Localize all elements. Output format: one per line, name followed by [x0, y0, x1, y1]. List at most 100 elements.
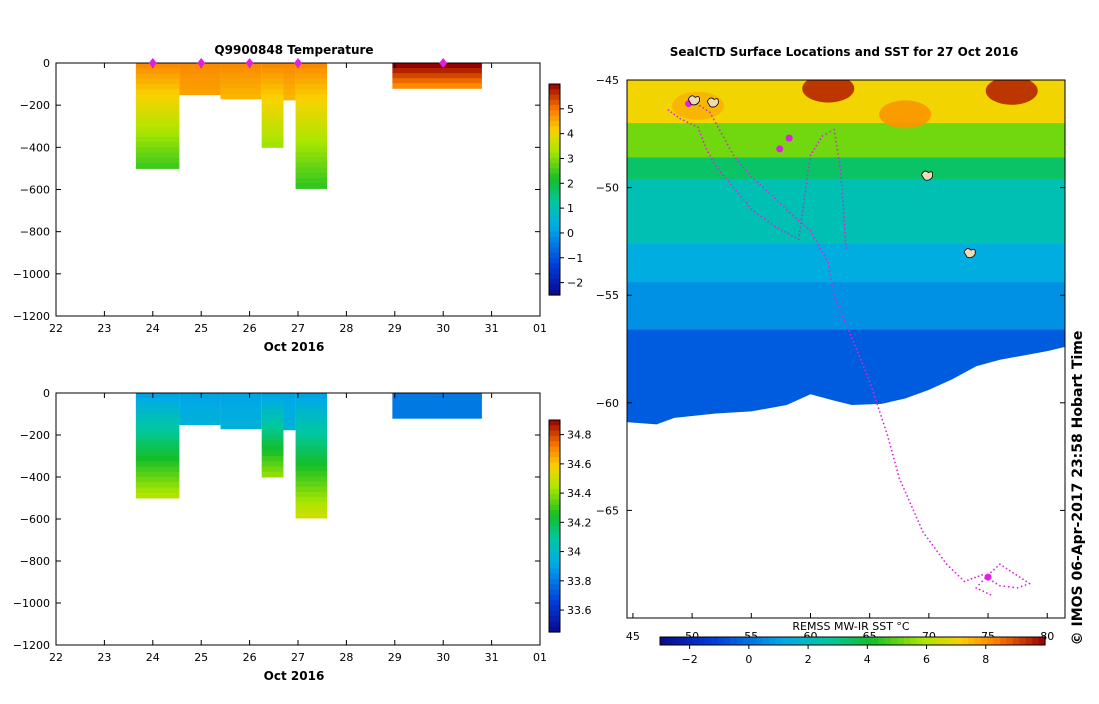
profile-cell	[261, 68, 284, 75]
track-dot	[883, 426, 886, 429]
seal-track	[667, 100, 1031, 596]
map-colorbar-segment	[974, 637, 982, 645]
surface-marker	[197, 58, 206, 68]
map-colorbar-frame	[659, 636, 1046, 646]
colorbar-segment	[549, 273, 560, 280]
track-dot	[998, 584, 1001, 587]
track-dot	[859, 358, 862, 361]
track-dot	[803, 224, 806, 227]
colorbar-segment	[549, 467, 560, 474]
profile-cell	[179, 68, 221, 75]
x-tick-label: 29	[388, 651, 402, 664]
track-dot	[936, 550, 939, 553]
profile-cell	[295, 465, 328, 472]
track-dot	[693, 124, 696, 127]
colorbar-segment	[549, 605, 560, 612]
colorbar-segment	[549, 531, 560, 538]
map-colorbar-segment	[724, 637, 732, 645]
track-dot	[842, 200, 844, 203]
track-dot	[890, 449, 893, 452]
track-dot	[787, 232, 790, 235]
x-tick-label: 22	[49, 322, 63, 335]
profile-cell	[179, 393, 221, 399]
map-colorbar-segment	[1025, 637, 1033, 645]
colorbar-tick-label: 34.8	[567, 429, 592, 442]
track-dot	[843, 227, 846, 230]
colorbar-segment	[549, 247, 560, 254]
track-dot	[801, 214, 803, 217]
colorbar-segment	[549, 136, 560, 143]
colorbar-segment	[549, 142, 560, 148]
profile-cell	[261, 440, 284, 446]
colorbar-segment	[549, 520, 560, 527]
track-dot	[667, 109, 670, 112]
colorbar-segment	[549, 120, 560, 127]
y-tick-label: −600	[20, 513, 50, 526]
track-dot	[851, 337, 853, 340]
track-dot	[833, 294, 836, 297]
profile-cell	[261, 136, 284, 143]
sst-warm-patch	[985, 80, 1038, 105]
profile-cell	[220, 393, 262, 399]
colorbar-segment	[549, 563, 560, 569]
colorbar-segment	[549, 258, 560, 264]
profile-cell	[261, 78, 284, 85]
track-dot	[909, 502, 912, 505]
profile-cell	[392, 83, 482, 89]
profile-cell	[283, 398, 296, 404]
profile-cell	[295, 120, 328, 127]
profile-cell	[295, 486, 328, 493]
profile-cell	[392, 68, 482, 74]
track-dot	[720, 132, 723, 135]
profile-cell	[295, 83, 328, 90]
profile-cell	[179, 84, 221, 90]
track-dot	[788, 211, 791, 214]
track-dot	[894, 461, 896, 464]
profile-cell	[295, 502, 328, 509]
track-dot	[762, 186, 765, 189]
track-dot	[813, 236, 816, 239]
track-dot	[1020, 585, 1023, 588]
x-tick-label: 26	[243, 651, 257, 664]
profile-cell	[135, 115, 180, 122]
track-dot	[803, 194, 806, 197]
profile-cell	[283, 94, 296, 101]
colorbar-segment	[549, 168, 560, 175]
colorbar-segment	[549, 231, 560, 238]
track-dot	[798, 234, 801, 237]
colorbar-segment	[549, 242, 560, 249]
track-dot	[995, 582, 998, 585]
track-dot	[728, 147, 731, 150]
profile-cell	[135, 73, 180, 80]
colorbar-segment	[549, 236, 560, 243]
surface-marker	[294, 58, 302, 68]
colorbar-segment	[549, 451, 560, 458]
profile-cell	[295, 110, 328, 116]
profile-cell	[135, 120, 180, 127]
lat-tick-label: −60	[596, 397, 619, 410]
track-dot	[844, 235, 847, 238]
colorbar-segment	[549, 163, 560, 169]
colorbar-segment	[549, 536, 560, 543]
track-dot	[750, 208, 753, 211]
track-dot	[794, 217, 797, 219]
track-dot	[841, 196, 844, 199]
track-dot	[844, 243, 847, 246]
track-dot	[982, 590, 985, 593]
colorbar-tick-label: −1	[567, 252, 583, 265]
track-dot	[797, 238, 800, 241]
colorbar-tick-label: 5	[567, 103, 574, 116]
track-dot	[819, 247, 822, 250]
map-colorbar-segment	[1038, 637, 1046, 645]
track-dot	[990, 571, 992, 574]
track-dot	[996, 565, 998, 568]
track-dot	[867, 376, 870, 379]
profile-cell	[295, 424, 328, 430]
colorbar-segment	[549, 589, 560, 596]
track-dot	[948, 566, 951, 568]
x-tick-label: 24	[146, 322, 160, 335]
track-dot	[993, 568, 995, 571]
track-dot	[800, 222, 802, 225]
track-dot	[708, 111, 711, 114]
x-tick-label: 25	[194, 651, 208, 664]
